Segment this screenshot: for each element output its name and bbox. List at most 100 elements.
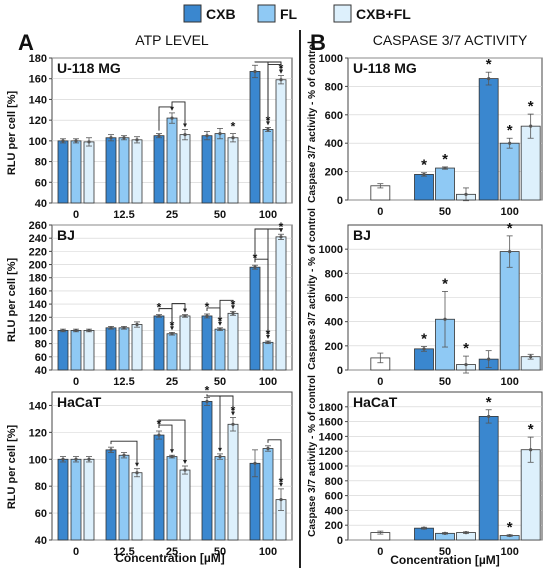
x-tick-label: 50 (214, 209, 226, 221)
subplot-title: BJ (353, 227, 371, 243)
mean-dot (87, 328, 91, 333)
y-tick-label: 1400 (319, 431, 343, 443)
bar-cxbfl (179, 315, 191, 371)
y-tick-label: 60 (35, 177, 47, 189)
mean-dot (157, 314, 161, 318)
y-tick-label: 120 (29, 115, 47, 127)
mean-dot (529, 124, 533, 128)
bar-cxb (201, 135, 213, 204)
bar-cxb (57, 458, 69, 541)
y-tick-label: 140 (29, 400, 47, 412)
bracket-arrowhead (170, 449, 174, 454)
bar-cxbfl (520, 449, 541, 541)
bar-cxb (105, 449, 117, 541)
y-tick-label: 80 (35, 157, 47, 169)
x-tick-label: 0 (377, 206, 383, 218)
panel-b-letter: B (310, 30, 326, 55)
x-tick-label: 0 (73, 209, 79, 221)
mean-dot (109, 448, 113, 452)
bar-cxb (249, 71, 261, 204)
x-tick-label: 12.5 (113, 546, 134, 558)
y-tick-label: 800 (325, 81, 343, 93)
y-tick-label: 60 (35, 508, 47, 520)
bracket-arrowhead (279, 228, 283, 233)
mean-dot (74, 328, 78, 333)
bar-cxbfl (227, 423, 239, 541)
significance-star: * (279, 220, 284, 234)
mean-dot (87, 140, 91, 144)
legend-swatch-cxb (183, 4, 202, 23)
mean-dot (157, 134, 161, 138)
mean-dot (122, 453, 126, 457)
x-tick-label: 12.5 (113, 376, 134, 388)
mean-dot (170, 332, 174, 336)
y-tick-label: 160 (29, 74, 47, 86)
bar-cxb (414, 348, 434, 371)
bar-cxbfl (275, 236, 287, 371)
x-tick-label: 0 (377, 376, 383, 388)
x-tick-label: 12.5 (113, 209, 134, 221)
bar-fl (214, 456, 226, 541)
bar-fl (262, 448, 274, 541)
significance-star: * (507, 220, 513, 237)
bar-fl (70, 140, 82, 204)
y-tick-label: 40 (35, 535, 47, 547)
mean-dot (422, 172, 426, 177)
bar-cxb (57, 140, 69, 204)
significance-star: * (486, 56, 492, 73)
mean-dot (253, 265, 257, 269)
mean-dot (74, 457, 78, 461)
mean-dot (231, 422, 235, 426)
bar-fl (166, 333, 178, 371)
bracket-arrowhead (218, 447, 222, 452)
x-tick-label: 25 (166, 209, 178, 221)
bracket-arrowhead (231, 411, 235, 416)
x-tick-label: 100 (259, 376, 277, 388)
mean-dot (279, 78, 283, 82)
bar-fl (262, 129, 274, 204)
y-tick-label: 400 (325, 138, 343, 150)
bar-fl (118, 327, 130, 371)
bar-fl (435, 167, 455, 201)
bar-cxb (153, 315, 165, 371)
ylabel-b-bottom: Caspase 3/7 activity - % of control (307, 375, 318, 537)
y-tick-label: 180 (29, 273, 47, 285)
y-tick-label: 1200 (319, 446, 343, 458)
comparison-bracket (267, 439, 282, 486)
y-tick-label: 200 (325, 167, 343, 179)
y-tick-label: 1000 (319, 53, 343, 65)
panel-b-title: CASPASE 3/7 ACTIVITY (373, 32, 528, 48)
significance-star: * (463, 340, 469, 357)
legend-label-cxb: CXB (206, 6, 236, 22)
mean-dot (135, 322, 139, 327)
x-tick-label: 50 (439, 376, 451, 388)
bar-cxb (201, 315, 213, 371)
x-tick-label: 25 (166, 376, 178, 388)
mean-dot (487, 76, 491, 81)
y-tick-label: 600 (325, 293, 343, 305)
significance-star: * (507, 122, 513, 139)
bar-fl (118, 454, 130, 541)
mean-dot (443, 317, 447, 321)
mean-dot (231, 311, 235, 315)
legend-label-fl: FL (280, 6, 298, 22)
bracket-arrowhead (183, 460, 187, 464)
y-tick-label: 40 (35, 198, 47, 210)
mean-dot (443, 166, 447, 170)
bar-cxbfl (131, 324, 143, 371)
comparison-bracket (158, 419, 186, 463)
x-tick-label: 100 (259, 546, 277, 558)
y-tick-label: 120 (29, 312, 47, 324)
bar-fl (214, 328, 226, 371)
mean-dot (529, 448, 533, 452)
bar-fl (70, 330, 82, 371)
mean-dot (422, 526, 426, 530)
mean-dot (508, 141, 512, 145)
bar-cxb (414, 174, 434, 201)
y-tick-label: 100 (29, 325, 47, 337)
mean-dot (122, 136, 126, 140)
xlabel-b: Concentration [µM] (390, 553, 500, 567)
subplot-title: U-118 MG (57, 60, 121, 76)
